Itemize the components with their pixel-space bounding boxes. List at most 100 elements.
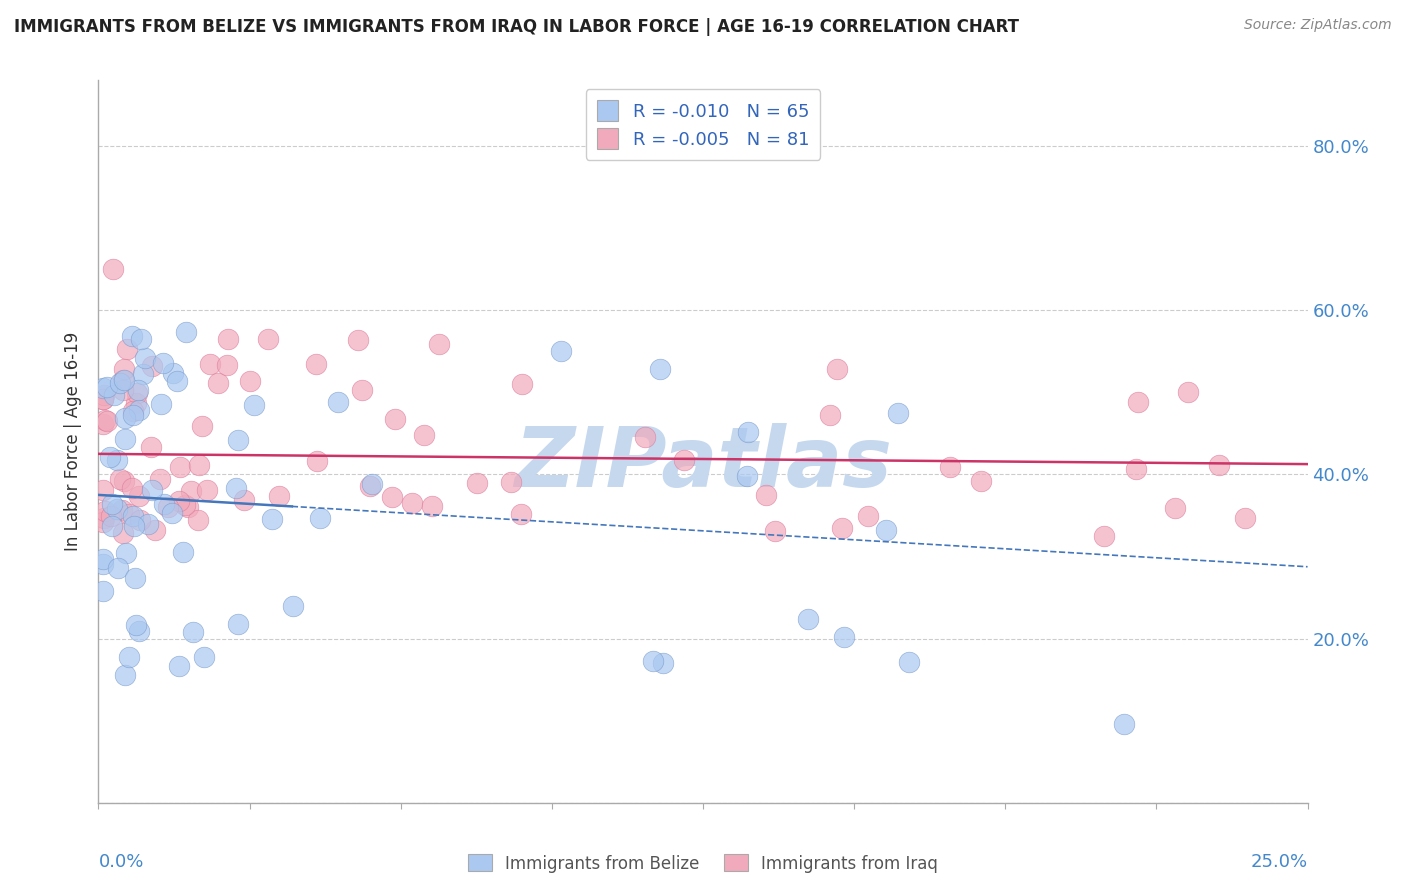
Point xyxy=(188,458,211,472)
Point xyxy=(96,414,118,428)
Point xyxy=(172,544,194,558)
Point xyxy=(112,373,135,387)
Point xyxy=(149,472,172,486)
Point xyxy=(110,376,132,391)
Point xyxy=(136,516,159,531)
Point xyxy=(226,433,249,447)
Point xyxy=(112,474,135,488)
Point xyxy=(107,561,129,575)
Point xyxy=(763,524,786,538)
Point xyxy=(141,359,163,374)
Point xyxy=(181,624,204,639)
Point xyxy=(737,425,759,439)
Point xyxy=(118,650,141,665)
Point xyxy=(401,495,423,509)
Point xyxy=(125,386,148,401)
Point xyxy=(143,523,166,537)
Point xyxy=(121,403,143,417)
Point xyxy=(509,508,531,522)
Point xyxy=(735,469,758,483)
Point xyxy=(103,388,125,402)
Point xyxy=(156,500,179,514)
Point xyxy=(239,374,262,388)
Point xyxy=(125,617,148,632)
Point xyxy=(122,519,145,533)
Point xyxy=(115,546,138,560)
Point xyxy=(305,454,328,468)
Point xyxy=(98,450,121,464)
Point xyxy=(831,521,853,535)
Point xyxy=(969,474,991,488)
Point xyxy=(305,357,328,371)
Y-axis label: In Labor Force | Age 16-19: In Labor Force | Age 16-19 xyxy=(65,332,83,551)
Point xyxy=(898,656,921,670)
Point xyxy=(149,397,172,411)
Point xyxy=(122,408,145,422)
Point xyxy=(198,357,221,371)
Point xyxy=(281,599,304,614)
Point xyxy=(499,475,522,489)
Point xyxy=(115,342,138,356)
Point xyxy=(217,358,239,372)
Point xyxy=(634,429,657,443)
Point xyxy=(114,411,136,425)
Point xyxy=(1208,458,1230,472)
Point xyxy=(641,654,664,668)
Point xyxy=(93,413,115,427)
Point xyxy=(381,490,404,504)
Point xyxy=(166,374,188,388)
Point xyxy=(465,475,488,490)
Point xyxy=(346,334,368,348)
Point xyxy=(128,403,150,417)
Point xyxy=(427,336,450,351)
Point xyxy=(326,395,349,409)
Point xyxy=(384,412,406,426)
Point xyxy=(267,489,290,503)
Point xyxy=(262,512,284,526)
Point xyxy=(162,367,184,381)
Point xyxy=(797,612,820,626)
Point xyxy=(226,617,249,632)
Legend: R = -0.010   N = 65, R = -0.005   N = 81: R = -0.010 N = 65, R = -0.005 N = 81 xyxy=(586,89,820,160)
Point xyxy=(134,351,156,365)
Point xyxy=(112,361,135,376)
Point xyxy=(93,511,115,525)
Point xyxy=(111,526,134,541)
Point xyxy=(1112,717,1135,731)
Point xyxy=(218,332,240,346)
Point xyxy=(132,368,155,382)
Point xyxy=(160,506,183,520)
Point xyxy=(114,667,136,681)
Point xyxy=(105,453,128,467)
Point xyxy=(550,343,572,358)
Point xyxy=(96,380,118,394)
Point xyxy=(856,508,879,523)
Point xyxy=(187,513,209,527)
Point xyxy=(91,392,114,406)
Point xyxy=(820,408,842,422)
Point xyxy=(91,483,114,497)
Point xyxy=(242,398,264,412)
Text: IMMIGRANTS FROM BELIZE VS IMMIGRANTS FROM IRAQ IN LABOR FORCE | AGE 16-19 CORREL: IMMIGRANTS FROM BELIZE VS IMMIGRANTS FRO… xyxy=(14,18,1019,36)
Point xyxy=(124,571,146,585)
Point xyxy=(169,459,191,474)
Point xyxy=(225,481,247,495)
Point xyxy=(128,490,150,504)
Point xyxy=(153,497,176,511)
Text: ZIPatlas: ZIPatlas xyxy=(515,423,891,504)
Point xyxy=(101,262,124,277)
Point xyxy=(91,558,114,572)
Point xyxy=(256,332,278,346)
Point xyxy=(180,483,202,498)
Point xyxy=(91,515,114,529)
Point xyxy=(177,500,200,515)
Text: 0.0%: 0.0% xyxy=(98,854,143,871)
Point xyxy=(827,362,849,376)
Point xyxy=(93,387,115,401)
Point xyxy=(114,432,136,446)
Point xyxy=(152,356,174,370)
Point xyxy=(94,503,117,517)
Point xyxy=(101,519,124,533)
Point xyxy=(510,376,533,391)
Point xyxy=(167,494,190,508)
